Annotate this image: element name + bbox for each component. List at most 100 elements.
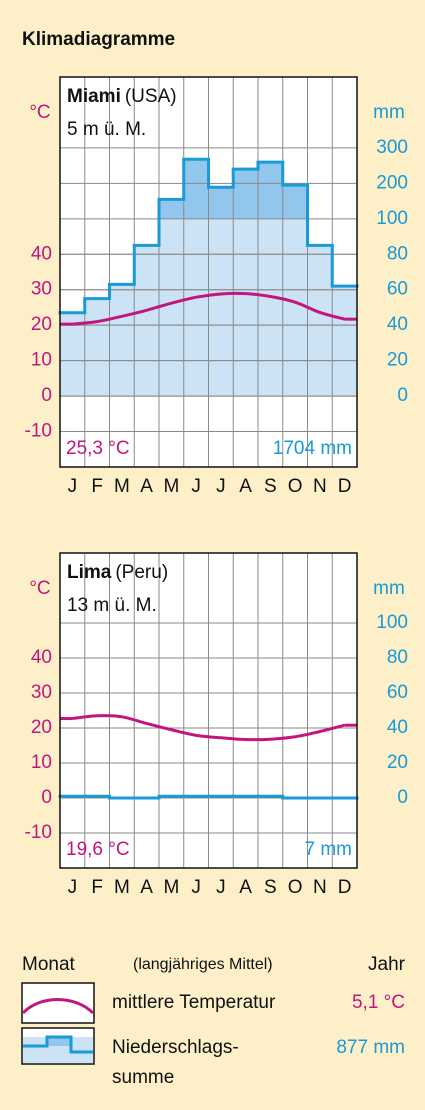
legend-swatch-line [23, 1035, 93, 1054]
y2-tick-label: 20 [387, 350, 408, 371]
legend-value: 877 mm [336, 1037, 405, 1058]
legend-swatch-line [21, 998, 95, 1015]
precipitation-bar-excess [282, 185, 308, 219]
legend-swatch [21, 982, 95, 1024]
y2-tick-label: 40 [387, 717, 408, 738]
y-tick-label: 0 [41, 385, 52, 406]
precipitation-bar-excess [159, 199, 184, 219]
y2-tick-label: 0 [397, 385, 408, 406]
x-tick-label: S [264, 877, 277, 898]
y-axis-label: °C [29, 102, 50, 123]
x-tick-label: J [68, 476, 78, 497]
x-tick-label: F [91, 877, 103, 898]
x-tick-label: J [191, 476, 201, 497]
climate-chart: -10 0 10 20 30 40 0 20 40 60 80 100 Lima (Peru) 13 m ü… [25, 552, 408, 898]
y2-tick-label: 40 [387, 314, 408, 335]
page-title: Klimadiagramme [22, 29, 175, 50]
x-tick-label: M [163, 877, 179, 898]
legend-label: summe [112, 1067, 174, 1088]
plot-border [59, 76, 358, 468]
y2-tick-label: 80 [387, 243, 408, 264]
x-tick-label: O [288, 877, 303, 898]
chart-title: Lima (Peru) [67, 562, 168, 583]
elevation: 5 m ü. M. [67, 119, 146, 140]
x-tick-label: D [338, 476, 352, 497]
y-tick-label: 40 [31, 647, 52, 668]
x-tick-label: A [239, 476, 252, 497]
x-tick-label: D [338, 877, 352, 898]
x-tick-label: A [140, 877, 153, 898]
temperature-mean: 25,3 °C [66, 438, 130, 459]
precipitation-bar-excess [208, 187, 234, 219]
y-tick-label: 30 [31, 279, 52, 300]
x-tick-label: J [68, 877, 78, 898]
y2-tick-label: 100 [376, 208, 408, 229]
x-tick-label: N [313, 476, 327, 497]
y2-tick-label: 80 [387, 647, 408, 668]
precipitation-bar [307, 245, 333, 397]
y2-tick-label: 0 [397, 787, 408, 808]
legend-label: mittlere Temperatur [112, 992, 276, 1013]
y2-axis-label: mm [373, 578, 405, 599]
y-tick-label: 20 [31, 314, 52, 335]
x-tick-label: F [91, 476, 103, 497]
temperature-line [72, 291, 346, 326]
climate-chart: -10 0 10 20 30 40 0 20 40 60 80 100 200 300 Miami (USA)… [25, 76, 408, 497]
precipitation-sum: 1704 mm [273, 438, 352, 459]
precipitation-bar-excess [258, 162, 283, 219]
y-tick-label: 0 [41, 787, 52, 808]
temperature-line [72, 714, 345, 742]
temperature-mean: 19,6 °C [66, 839, 130, 860]
legend-value: 5,1 °C [352, 992, 405, 1013]
x-tick-label: J [216, 877, 226, 898]
y-tick-label: 40 [31, 243, 52, 264]
x-tick-label: M [163, 476, 179, 497]
x-tick-label: O [288, 476, 303, 497]
precipitation-bar-excess [183, 159, 209, 219]
elevation: 13 m ü. M. [67, 595, 157, 616]
y2-tick-label: 60 [387, 682, 408, 703]
y2-tick-label: 20 [387, 752, 408, 773]
precipitation-sum: 7 mm [305, 839, 353, 860]
precipitation-bar [84, 298, 110, 397]
x-tick-label: A [140, 476, 153, 497]
y2-axis-label: mm [373, 102, 405, 123]
y-tick-label: 10 [31, 752, 52, 773]
x-tick-label: N [313, 877, 327, 898]
chart-title-name: Miami [67, 86, 121, 107]
precipitation-bar [134, 245, 159, 397]
x-tick-label: J [191, 877, 201, 898]
chart-title-name: Lima [67, 562, 112, 583]
legend-header: (langjähriges Mittel) [133, 956, 273, 973]
y2-tick-label: 300 [376, 137, 408, 158]
legend-header: Jahr [368, 954, 406, 975]
x-tick-label: M [114, 877, 130, 898]
y-tick-label: -10 [25, 421, 52, 442]
precipitation-bar [60, 312, 85, 397]
y-tick-label: 20 [31, 717, 52, 738]
plot-border [59, 552, 358, 869]
precipitation-bar-excess [233, 169, 258, 219]
legend-label: Niederschlags- [112, 1037, 239, 1058]
y2-tick-label: 60 [387, 279, 408, 300]
legend-swatch-fill [47, 1037, 71, 1046]
chart-title: Miami (USA) [67, 86, 177, 107]
precipitation-bar [208, 187, 234, 397]
precipitation-bar [109, 284, 135, 397]
y-axis-label: °C [29, 578, 50, 599]
y-tick-label: 10 [31, 350, 52, 371]
x-tick-label: S [264, 476, 277, 497]
precipitation-bar [332, 286, 357, 397]
x-tick-label: M [114, 476, 130, 497]
x-tick-label: J [216, 476, 226, 497]
y2-tick-label: 100 [376, 612, 408, 633]
precipitation-bar [159, 199, 184, 397]
legend-header: Monat [22, 954, 76, 975]
y-tick-label: -10 [25, 822, 52, 843]
chart-title-country: (Peru) [115, 562, 168, 583]
x-tick-label: A [239, 877, 252, 898]
y2-tick-label: 200 [376, 172, 408, 193]
y-tick-label: 30 [31, 682, 52, 703]
